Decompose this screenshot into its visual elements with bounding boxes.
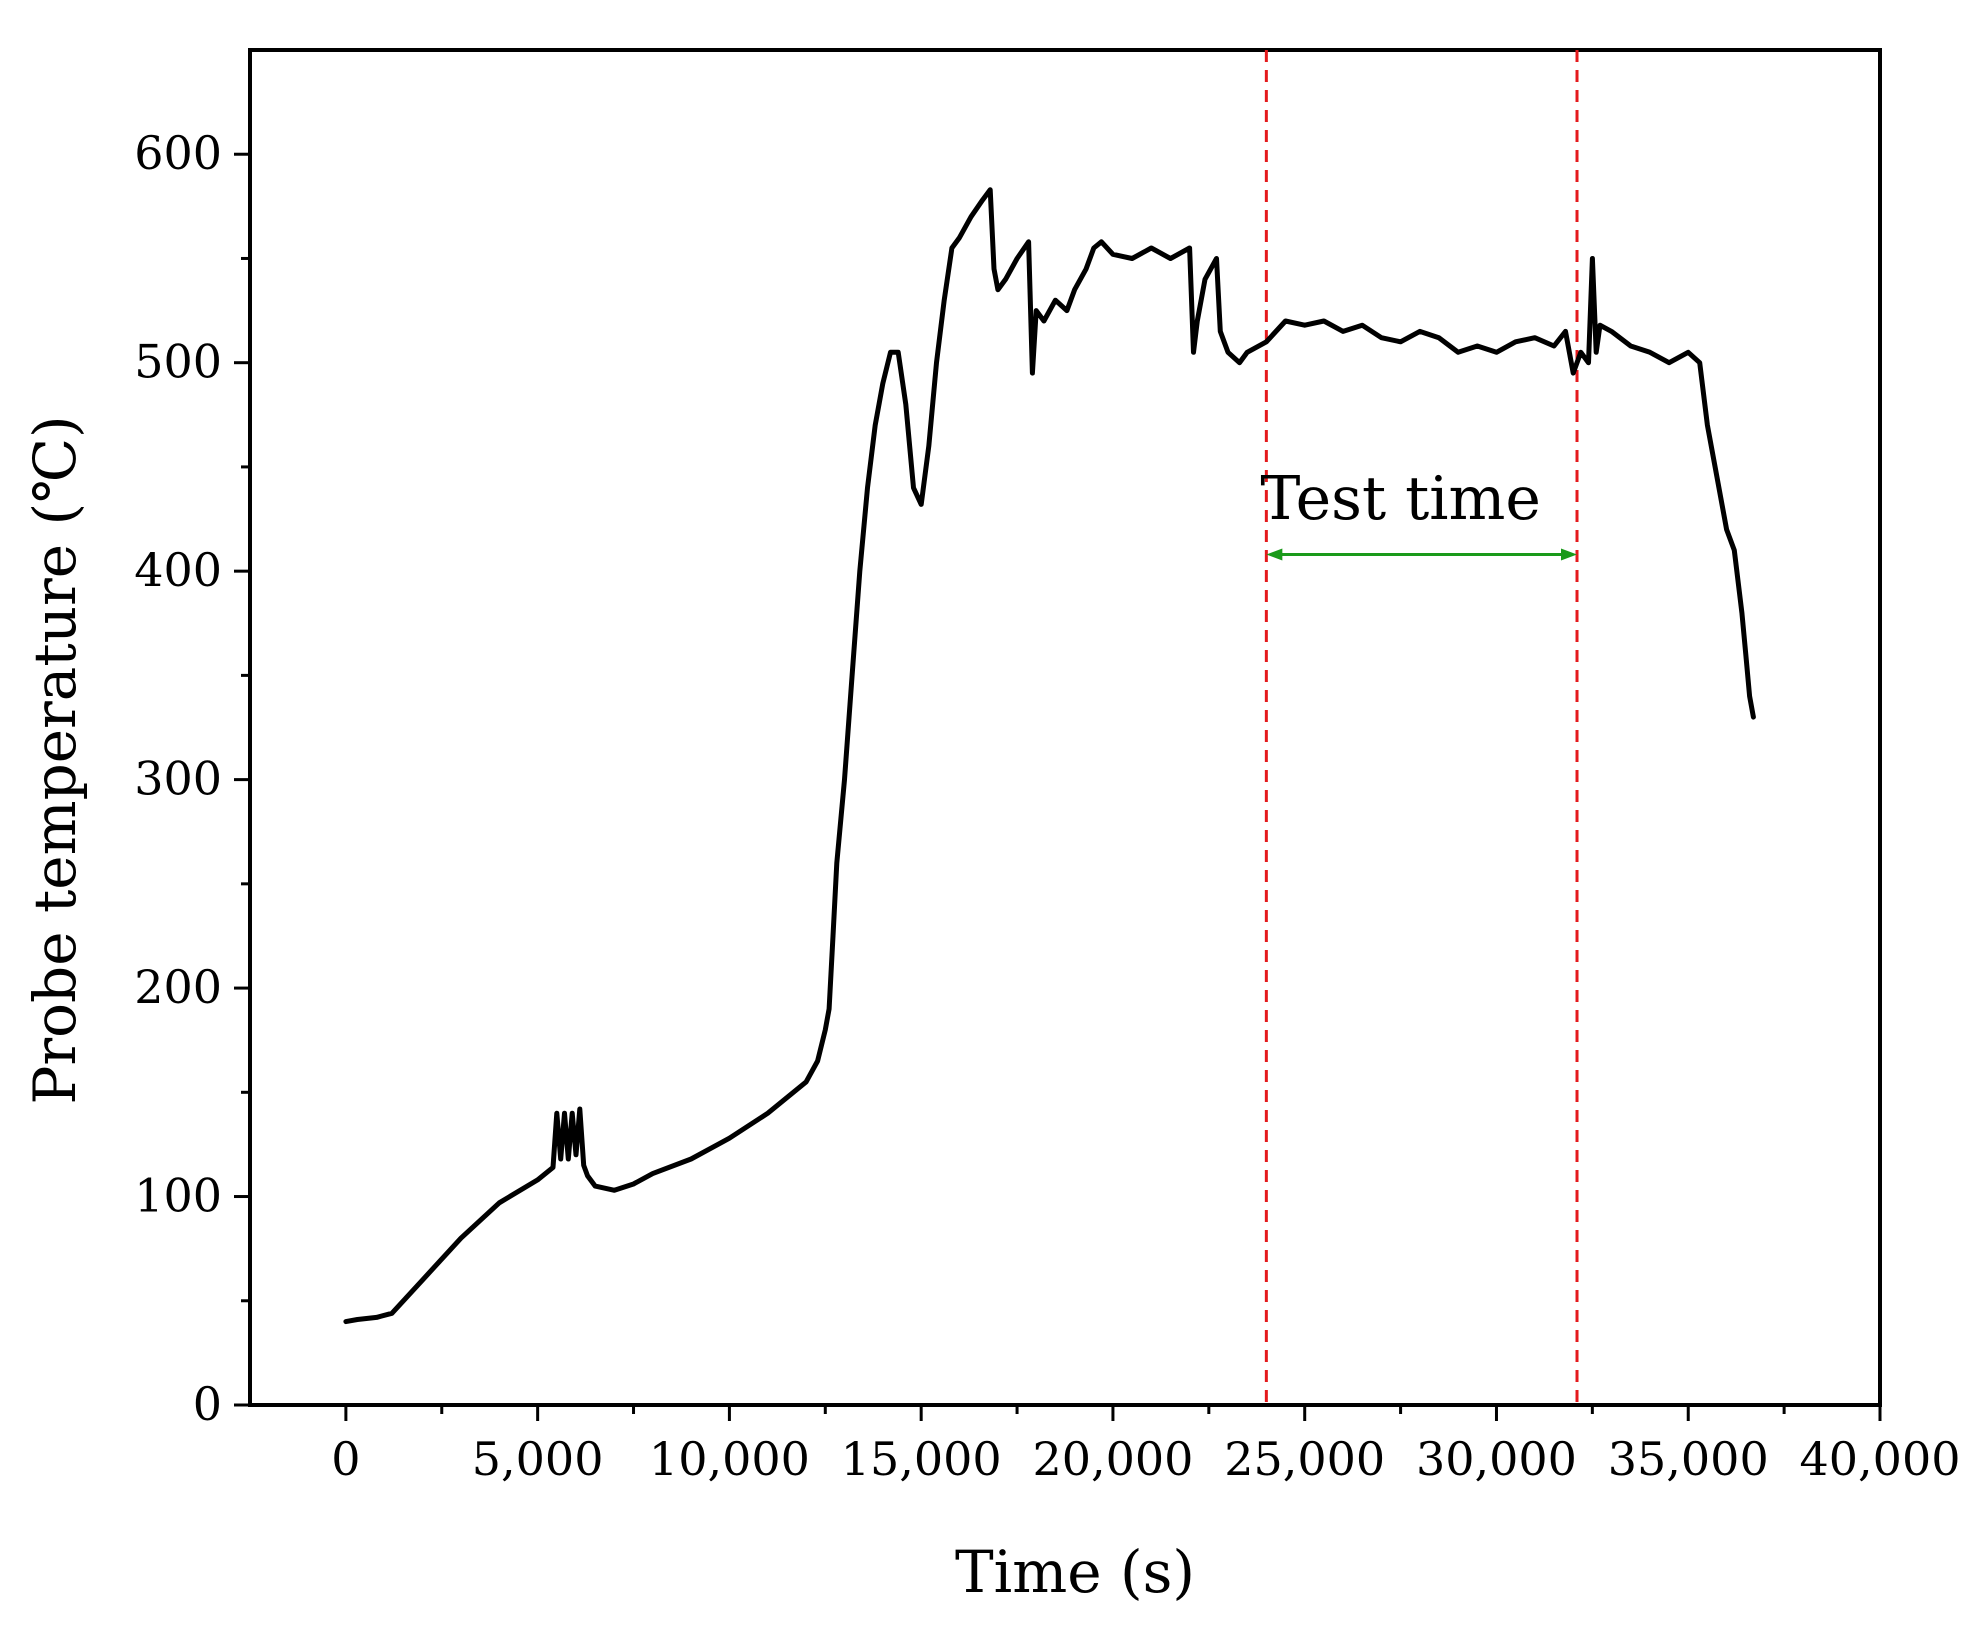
y-tick-label: 200 (134, 960, 222, 1014)
y-axis-title: Probe temperature (℃) (21, 415, 89, 1104)
series-line (343, 187, 1756, 1325)
annotation-arrowhead-left (1266, 548, 1283, 561)
x-tick-label: 5,000 (472, 1432, 604, 1486)
y-tick-label: 0 (193, 1377, 222, 1431)
y-axis-ticks: 0 100 200 300 400 500 600 (134, 126, 250, 1431)
annotation-label: Test time (1260, 464, 1541, 534)
reference-lines (1264, 50, 1579, 1405)
y-tick-label: 500 (134, 335, 222, 389)
x-axis-ticks: 0 5,000 10,000 15,000 20,000 25,000 30,000 35,0… (331, 1405, 1960, 1486)
x-tick-label: 20,000 (1032, 1432, 1193, 1486)
plot-frame (248, 48, 1882, 1407)
x-tick-label: 35,000 (1608, 1432, 1769, 1486)
series-group (343, 187, 1756, 1325)
y-tick-label: 300 (134, 752, 222, 806)
y-tick-label: 600 (134, 126, 222, 180)
y-tick-label: 400 (134, 543, 222, 597)
x-tick-label: 40,000 (1800, 1432, 1961, 1486)
plot-area (248, 48, 1882, 1407)
x-tick-label: 25,000 (1224, 1432, 1385, 1486)
x-tick-label: 10,000 (649, 1432, 810, 1486)
y-tick-label: 100 (134, 1169, 222, 1223)
x-tick-label: 0 (331, 1432, 360, 1486)
annotation-arrowhead-right (1561, 548, 1578, 561)
x-tick-label: 30,000 (1416, 1432, 1577, 1486)
annotations: Test time (1260, 464, 1578, 561)
x-axis-title: Time (s) (955, 1538, 1195, 1606)
x-tick-label: 15,000 (841, 1432, 1002, 1486)
